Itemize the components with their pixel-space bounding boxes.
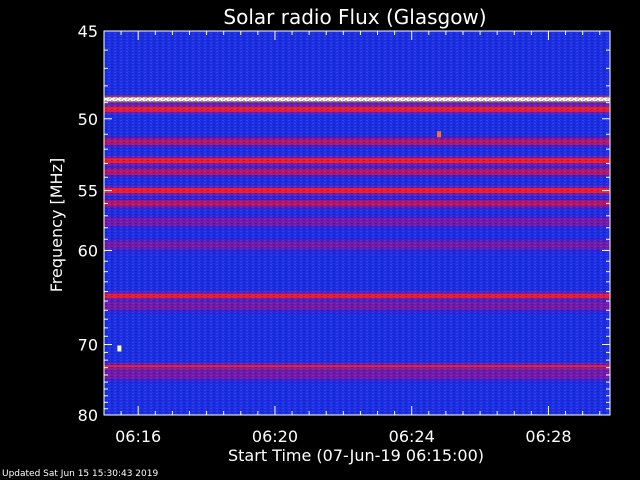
x-axis-label: Start Time (07-Jun-19 06:15:00) [228, 446, 484, 465]
x-tick-label: 06:20 [252, 427, 298, 446]
y-tick-label: 80 [78, 406, 98, 425]
x-tick-label: 06:16 [115, 427, 161, 446]
x-tick-label: 06:28 [525, 427, 571, 446]
heatmap-noise [104, 31, 610, 415]
y-axis-label: Frequency [MHz] [47, 158, 66, 292]
x-tick-label: 06:24 [389, 427, 435, 446]
y-tick-label: 70 [78, 335, 98, 354]
axes-layer: 45 50 55 60 70 80 06:16 06:20 06:24 06:28 [78, 22, 611, 446]
burst-point [117, 345, 122, 352]
y-tick-label: 50 [78, 110, 98, 129]
chart-title: Solar radio Flux (Glasgow) [223, 5, 486, 29]
updated-timestamp: Updated Sat Jun 15 15:30:43 2019 [2, 469, 159, 479]
y-tick-label: 45 [78, 22, 98, 41]
y-tick-label: 55 [78, 182, 98, 201]
plot-frame [103, 30, 611, 416]
y-tick-label: 60 [78, 241, 98, 260]
heatmap-layer [104, 31, 610, 415]
burst-point [437, 131, 442, 138]
